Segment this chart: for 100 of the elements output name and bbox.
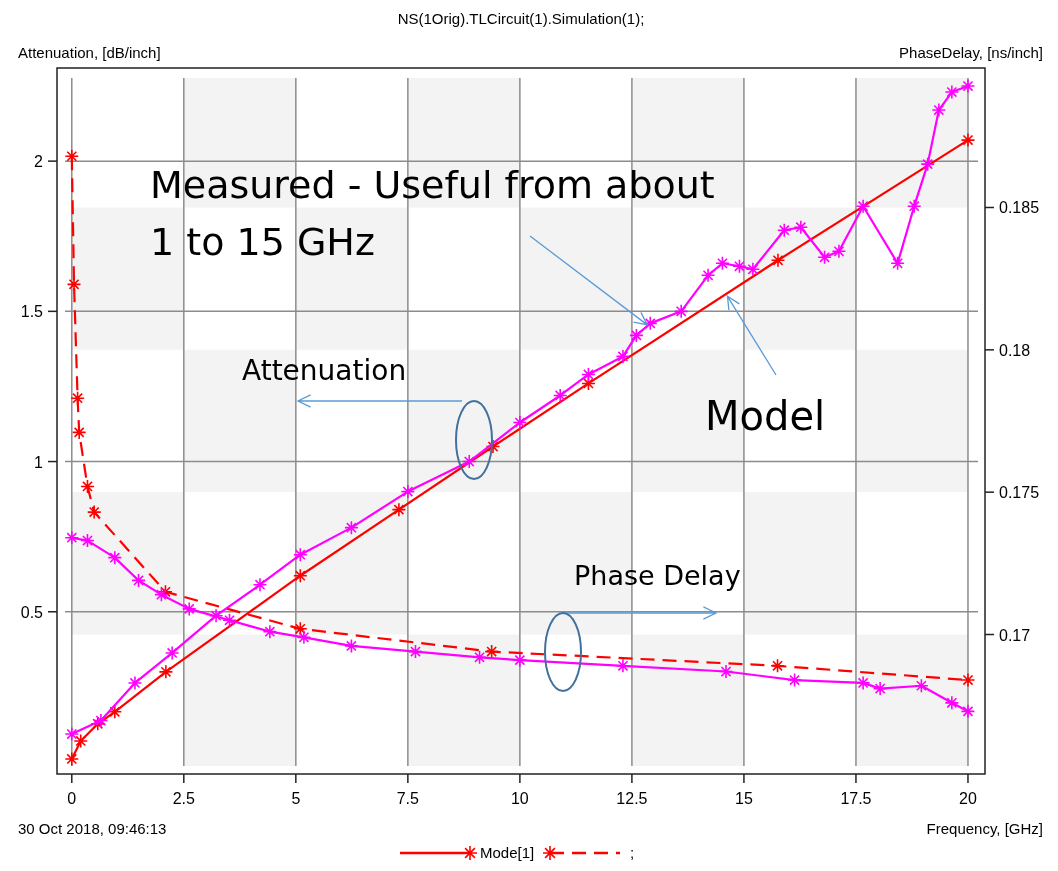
point <box>920 156 935 172</box>
point <box>293 568 308 584</box>
point <box>86 504 102 520</box>
point <box>107 550 123 565</box>
point <box>164 645 180 661</box>
point <box>944 84 960 100</box>
point <box>960 704 976 719</box>
y-tick-label: 2 <box>34 153 44 171</box>
point <box>615 658 631 674</box>
point <box>512 652 528 668</box>
point <box>642 316 658 331</box>
point <box>66 277 82 292</box>
y2-tick-label: 0.175 <box>999 484 1040 502</box>
point <box>855 198 871 214</box>
point <box>293 547 308 562</box>
point <box>73 733 89 749</box>
x-tick-label: 15 <box>735 790 753 807</box>
point <box>293 621 308 637</box>
y-tick-label: 1 <box>34 453 44 471</box>
point <box>629 328 644 343</box>
annotation: Phase Delay <box>574 560 741 591</box>
point <box>262 624 278 639</box>
point <box>391 502 407 517</box>
point <box>461 454 477 469</box>
point <box>732 258 747 274</box>
point <box>344 638 359 654</box>
x-tick-label: 5 <box>291 790 301 807</box>
chart-title: NS(1Orig).TLCircuit(1).Simulation(1); <box>397 10 645 27</box>
legend-label: ; <box>630 844 635 861</box>
point <box>296 630 312 645</box>
point <box>960 132 976 148</box>
point <box>131 573 146 588</box>
annotation: Attenuation <box>242 354 407 387</box>
x-tick-label: 12.5 <box>616 790 648 807</box>
point <box>793 219 809 235</box>
point <box>673 304 689 319</box>
x-tick-label: 20 <box>959 790 977 807</box>
point <box>931 102 947 118</box>
point <box>581 376 596 391</box>
y2-tick-label: 0.17 <box>999 626 1031 644</box>
point <box>485 439 501 454</box>
point <box>252 577 268 593</box>
point <box>158 664 174 680</box>
point <box>64 148 80 164</box>
point <box>855 675 871 691</box>
point <box>787 672 802 688</box>
x-axis-title: Frequency, [GHz] <box>926 820 1043 837</box>
y-axis-title: Attenuation, [dB/inch] <box>18 44 161 61</box>
point <box>80 479 95 494</box>
point <box>64 751 80 767</box>
point <box>718 664 734 679</box>
annotation: Model <box>705 393 826 439</box>
point <box>484 644 499 659</box>
point <box>107 704 123 720</box>
point <box>64 726 80 742</box>
legend-label: Mode[1] <box>480 844 535 861</box>
point <box>70 390 85 406</box>
point <box>154 587 169 602</box>
x-tick-label: 7.5 <box>396 790 420 807</box>
point <box>208 608 224 623</box>
point <box>512 415 528 430</box>
point <box>90 716 106 732</box>
x-tick-label: 0 <box>67 790 77 807</box>
y2-tick-label: 0.185 <box>999 199 1040 217</box>
y-tick-label: 0.5 <box>20 603 44 621</box>
x-tick-label: 10 <box>510 790 529 807</box>
point <box>906 198 922 214</box>
point <box>71 425 87 440</box>
point <box>890 255 905 271</box>
point <box>615 349 631 364</box>
point <box>700 267 716 283</box>
point <box>181 601 197 617</box>
text: 30 Oct 2018, 09:46:13 <box>18 820 167 837</box>
point <box>944 695 960 711</box>
point <box>222 612 237 628</box>
point <box>408 644 423 659</box>
point <box>872 681 888 696</box>
y2-tick-label: 0.18 <box>999 341 1031 359</box>
point <box>715 255 730 271</box>
y2-axis-title: PhaseDelay, [ns/inch] <box>899 44 1043 61</box>
x-tick-label: 17.5 <box>840 790 872 807</box>
point <box>770 658 785 674</box>
point <box>80 533 95 548</box>
point <box>914 678 929 694</box>
point <box>472 649 487 665</box>
annotation: Measured - Useful from about 1 to 15 GHz <box>150 163 715 264</box>
point <box>64 530 80 546</box>
point <box>127 675 143 691</box>
x-tick-label: 2.5 <box>172 790 196 807</box>
point <box>960 78 976 94</box>
point <box>960 672 976 688</box>
point <box>776 222 792 238</box>
point <box>400 484 416 499</box>
point <box>745 261 761 277</box>
point <box>93 713 109 728</box>
y-tick-label: 1.5 <box>20 303 44 321</box>
point <box>770 252 786 268</box>
point <box>581 367 596 382</box>
point <box>552 388 568 403</box>
point <box>344 520 359 535</box>
